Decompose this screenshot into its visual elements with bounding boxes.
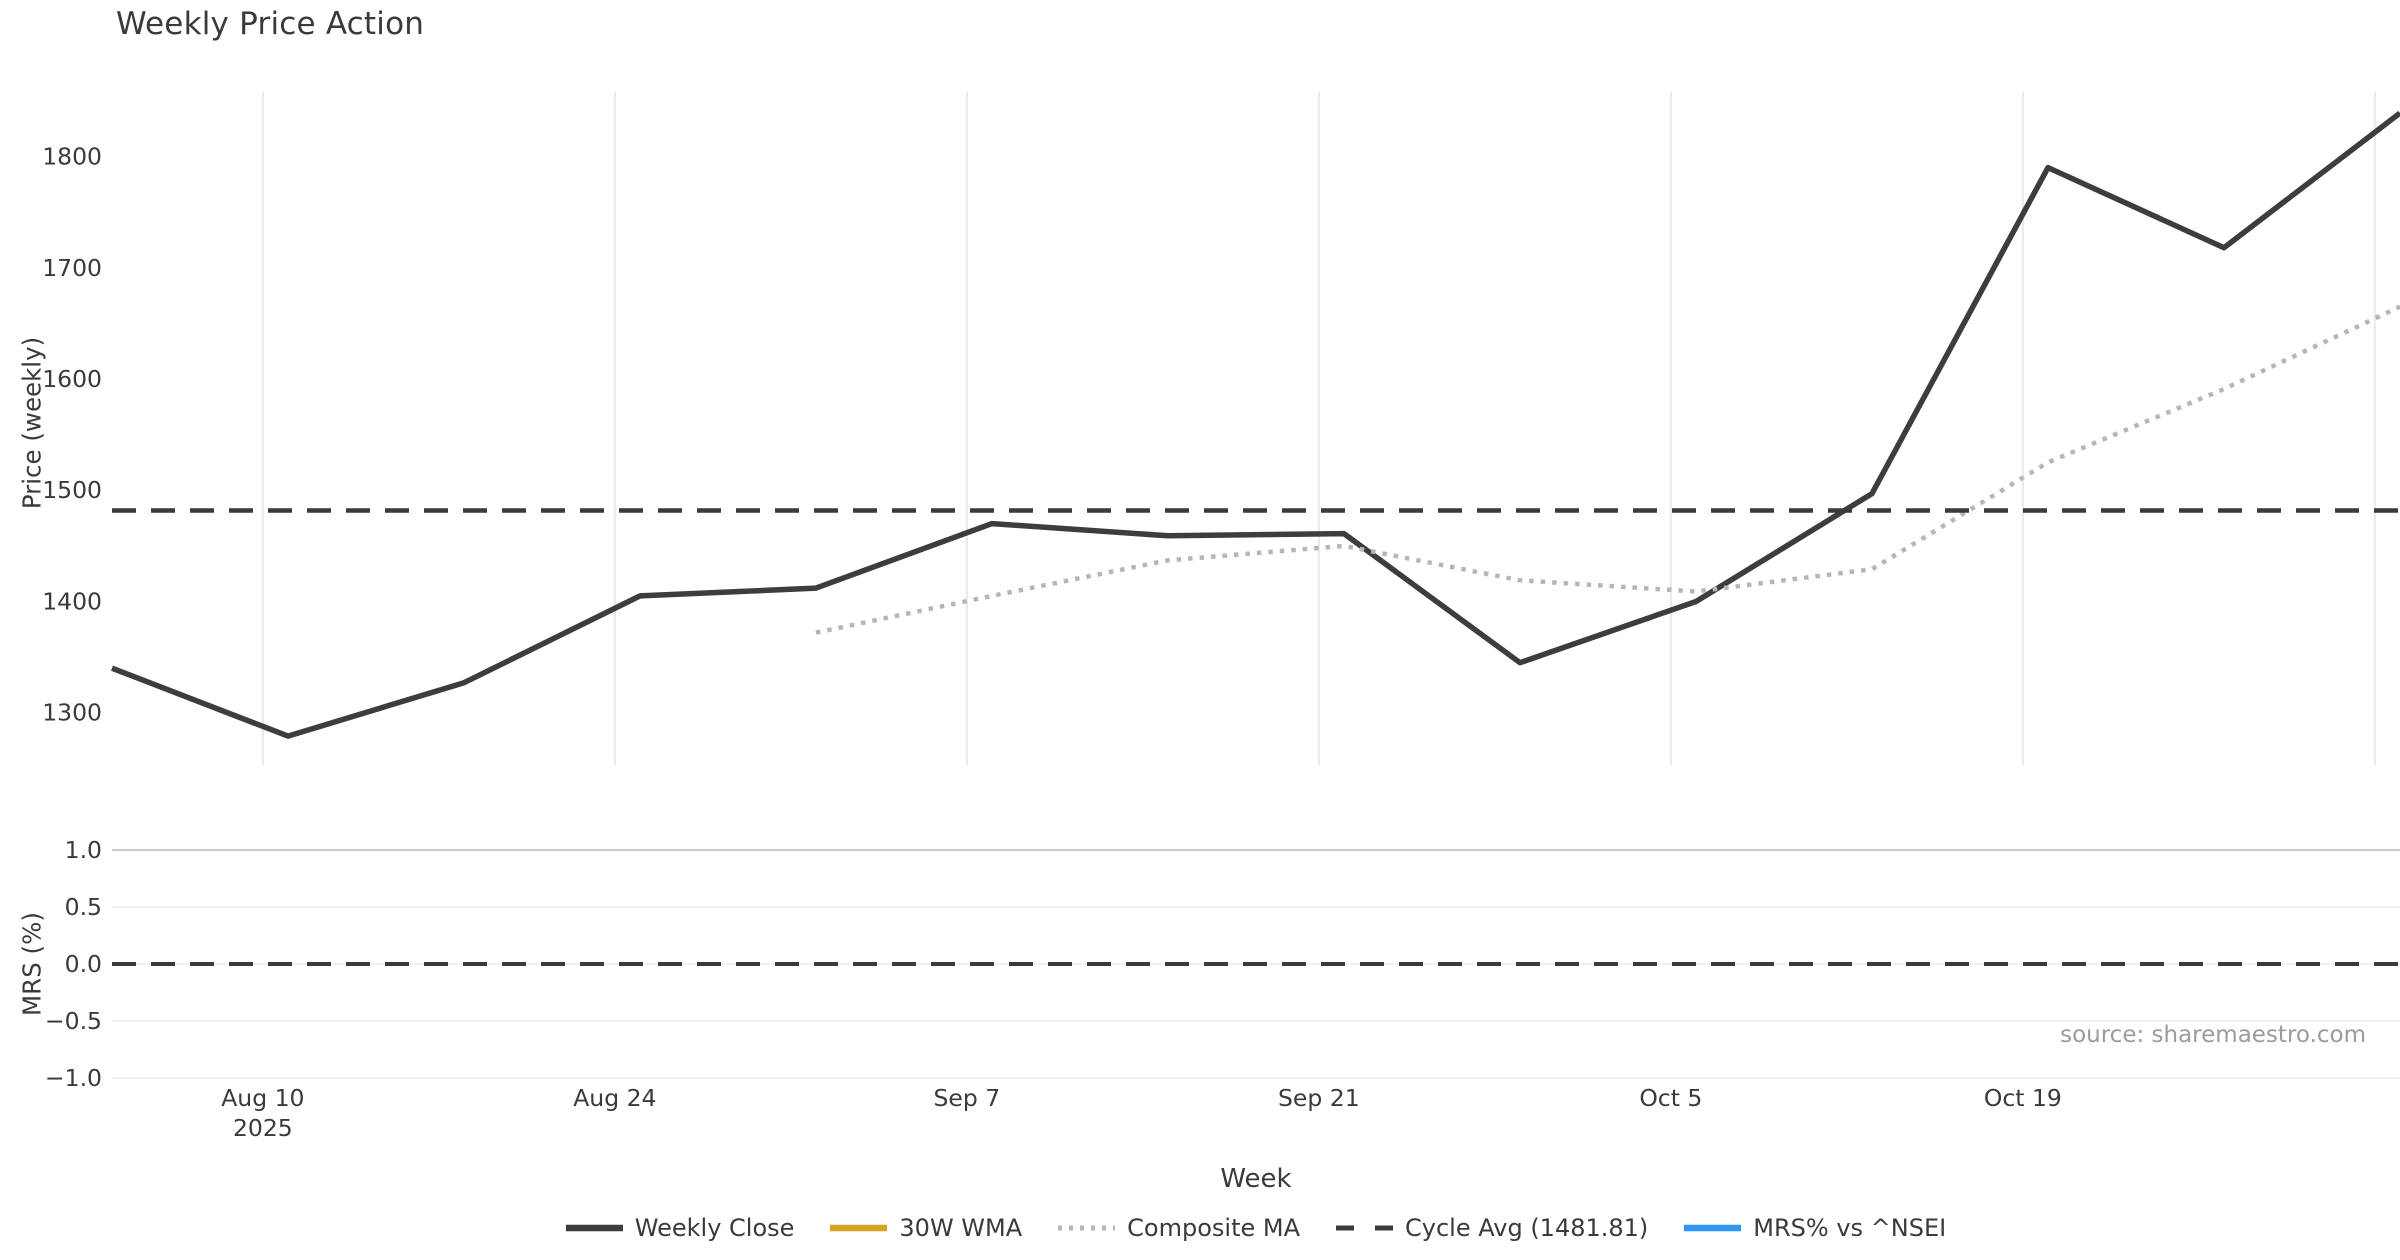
legend-item-cycle-avg-1481-81: Cycle Avg (1481.81) (1336, 1214, 1648, 1242)
mrs-y-tick-label: 0.5 (65, 893, 102, 921)
legend-label: 30W WMA (899, 1214, 1023, 1242)
chart-title: Weekly Price Action (116, 6, 425, 42)
x-tick-label: Aug 10 (221, 1084, 304, 1112)
x-tick-label: Oct 5 (1639, 1084, 1702, 1112)
series-composite-ma (815, 304, 2400, 635)
legend-item-composite-ma: Composite MA (1058, 1214, 1300, 1242)
x-tick-label: Aug 24 (573, 1084, 656, 1112)
mrs-y-tick-label: −1.0 (45, 1064, 102, 1092)
x-tick-label: Sep 7 (933, 1084, 1000, 1112)
x-tick-label: Oct 19 (1984, 1084, 2062, 1112)
price-y-tick-label: 1700 (42, 254, 102, 282)
series-weekly-close (111, 110, 2400, 739)
mrs-y-tick-label: 0.0 (65, 950, 102, 978)
price-y-tick-label: 1300 (42, 699, 102, 727)
price-y-tick-label: 1400 (42, 587, 102, 615)
x-tick-label: 2025 (233, 1114, 293, 1142)
price-y-tick-label: 1600 (42, 365, 102, 393)
legend-label: MRS% vs ^NSEI (1753, 1214, 1947, 1242)
solid-line-swatch-icon (565, 1224, 623, 1232)
mrs-y-tick-label: −0.5 (45, 1007, 102, 1035)
mrs-axis-label: MRS (%) (17, 912, 47, 1016)
legend-item-weekly-close: Weekly Close (565, 1214, 795, 1242)
dotted-line-swatch-icon (1058, 1225, 1116, 1231)
legend-item-mrs-vs-nsei: MRS% vs ^NSEI (1684, 1214, 1946, 1242)
dashed-line-swatch-icon (1336, 1225, 1394, 1231)
source-note: source: sharemaestro.com (2060, 1022, 2366, 1048)
legend-label: Composite MA (1127, 1214, 1301, 1242)
solid-line-swatch-icon (1684, 1224, 1742, 1232)
legend-label: Weekly Close (634, 1214, 795, 1242)
price-y-tick-label: 1800 (42, 143, 102, 171)
legend-item-30w-wma: 30W WMA (830, 1214, 1022, 1242)
solid-line-swatch-icon (830, 1224, 888, 1232)
price-y-tick-label: 1500 (42, 476, 102, 504)
legend-label: Cycle Avg (1481.81) (1405, 1214, 1649, 1242)
x-tick-label: Sep 21 (1278, 1084, 1360, 1112)
legend: Weekly Close 30W WMA Composite MA Cycle Avg… (112, 1204, 2400, 1252)
mrs-y-tick-label: 1.0 (65, 836, 102, 864)
price-axis-label: Price (weekly) (17, 336, 47, 510)
x-axis-label: Week (1220, 1164, 1292, 1194)
